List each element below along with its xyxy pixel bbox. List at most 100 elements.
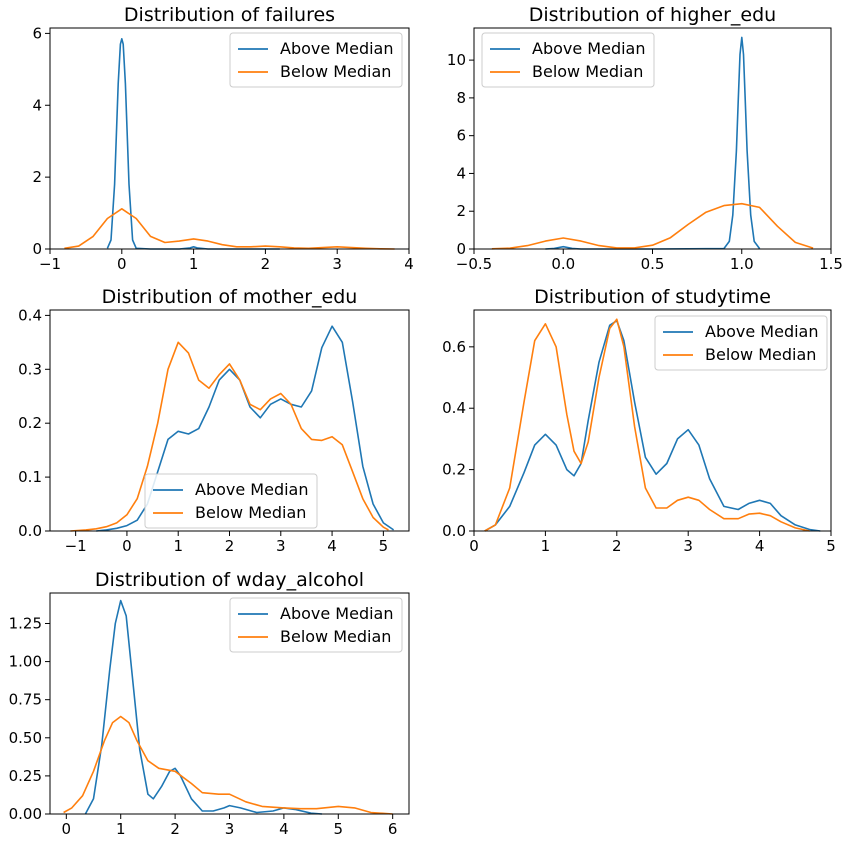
y-tick-label: 0.50 (9, 729, 42, 747)
legend-box (481, 32, 655, 88)
series-lines (491, 36, 814, 250)
x-tick-label: 3 (276, 537, 286, 555)
x-tick-label: 2 (612, 537, 622, 555)
x-tick-label: 4 (755, 537, 765, 555)
x-tick-label: 0.5 (641, 255, 665, 273)
x-tick-label: 1.5 (819, 255, 843, 273)
y-tick-label: 0.0 (442, 522, 466, 540)
series-line-above-median (545, 36, 761, 250)
x-tick-label: −1 (39, 255, 61, 273)
y-tick-label: 0.6 (442, 338, 466, 356)
x-tick-label: 0 (62, 820, 72, 838)
legend-label: Above Median (532, 39, 645, 58)
series-line-above-median (106, 38, 280, 250)
y-tick-label: 0.4 (18, 306, 42, 324)
x-tick-label: 1.0 (730, 255, 754, 273)
y-tick-label: 0 (456, 240, 466, 258)
series-line-above-median (484, 319, 821, 532)
y-tick-label: 4 (32, 96, 42, 114)
x-tick-label: 0 (469, 537, 479, 555)
series-lines (484, 318, 821, 532)
x-tick-label: 3 (225, 820, 235, 838)
chart-title: Distribution of failures (124, 4, 335, 26)
legend-label: Below Median (280, 62, 391, 81)
y-tick-label: 0.00 (9, 805, 42, 823)
series-line-below-median (63, 715, 393, 815)
x-tick-label: −1 (65, 537, 87, 555)
series-lines (63, 599, 393, 815)
y-tick-label: 1.25 (9, 614, 42, 632)
y-tick-label: 0.3 (18, 360, 42, 378)
x-tick-label: 0.0 (551, 255, 575, 273)
legend: Above Median Below Median (144, 473, 318, 529)
y-tick-label: 4 (456, 164, 466, 182)
x-tick-label: 1 (541, 537, 551, 555)
x-tick-label: 1 (116, 820, 126, 838)
y-tick-label: 2 (456, 202, 466, 220)
legend: Above Median Below Median (229, 32, 403, 88)
y-tick-label: 0.0 (18, 522, 42, 540)
y-tick-label: 0.75 (9, 691, 42, 709)
y-tick-label: 0.2 (442, 461, 466, 479)
y-tick-label: 6 (32, 24, 42, 42)
x-tick-label: 4 (327, 537, 337, 555)
x-tick-label: 2 (170, 820, 180, 838)
legend-label: Below Median (195, 503, 306, 522)
x-tick-label: 4 (404, 255, 414, 273)
x-tick-label: 5 (826, 537, 836, 555)
series-line-below-median (70, 341, 389, 532)
x-tick-label: 2 (261, 255, 271, 273)
x-tick-label: 5 (334, 820, 344, 838)
chart-title: Distribution of higher_edu (529, 4, 776, 26)
y-tick-label: 0.1 (18, 468, 42, 486)
subplot-3: Distribution of mother_edu −1 0 1 2 3 4 5 0.0 0.1… (18, 286, 410, 555)
legend: Above Median Below Median (229, 597, 403, 653)
y-tick-label: 10 (447, 51, 466, 69)
x-tick-label: 1 (173, 537, 183, 555)
series-line-above-median (84, 599, 323, 815)
axes-frame (473, 309, 832, 532)
legend-label: Below Median (705, 345, 816, 364)
x-tick-label: 6 (388, 820, 398, 838)
y-tick-label: 0 (32, 240, 42, 258)
y-tick-label: 2 (32, 168, 42, 186)
series-lines (64, 38, 395, 250)
x-tick-label: 3 (683, 537, 693, 555)
y-tick-label: 8 (456, 89, 466, 107)
subplot-2: Distribution of higher_edu −0.5 0.0 0.5 1.0 1… (447, 4, 843, 273)
series-line-below-median (484, 318, 810, 532)
legend-box (654, 315, 828, 371)
legend-box (229, 32, 403, 88)
legend-label: Above Median (705, 322, 818, 341)
legend-label: Below Median (532, 62, 643, 81)
subplot-4: Distribution of studytime 0 1 2 3 4 5 0.0 0.2 0.4… (442, 286, 836, 555)
y-tick-label: 0.4 (442, 399, 466, 417)
x-tick-label: 2 (225, 537, 235, 555)
x-tick-label: 0 (122, 537, 132, 555)
x-tick-label: 4 (279, 820, 289, 838)
legend: Above Median Below Median (654, 315, 828, 371)
y-tick-label: 1.00 (9, 653, 42, 671)
series-line-below-median (491, 202, 814, 250)
x-tick-label: −0.5 (456, 255, 492, 273)
subplot-5: Distribution of wday_alcohol 0 1 2 3 4 5 6 0.00 0… (9, 569, 410, 838)
x-tick-label: 3 (332, 255, 342, 273)
legend-box (144, 473, 318, 529)
legend-label: Above Median (280, 39, 393, 58)
series-line-below-median (64, 208, 395, 250)
legend-label: Above Median (195, 480, 308, 499)
chart-title: Distribution of mother_edu (102, 286, 358, 308)
x-tick-label: 1 (189, 255, 199, 273)
legend-label: Above Median (280, 604, 393, 623)
subplot-1: Distribution of failures−1 0 1 2 3 40246Above… (32, 4, 413, 273)
chart-title: Distribution of wday_alcohol (95, 569, 364, 591)
legend: Above Median Below Median (481, 32, 655, 88)
x-tick-label: 5 (379, 537, 389, 555)
x-tick-label: 0 (117, 255, 127, 273)
y-tick-label: 0.2 (18, 414, 42, 432)
chart-title: Distribution of studytime (534, 286, 771, 308)
y-tick-label: 0.25 (9, 767, 42, 785)
legend-box (229, 597, 403, 653)
axes-frame (49, 27, 410, 250)
